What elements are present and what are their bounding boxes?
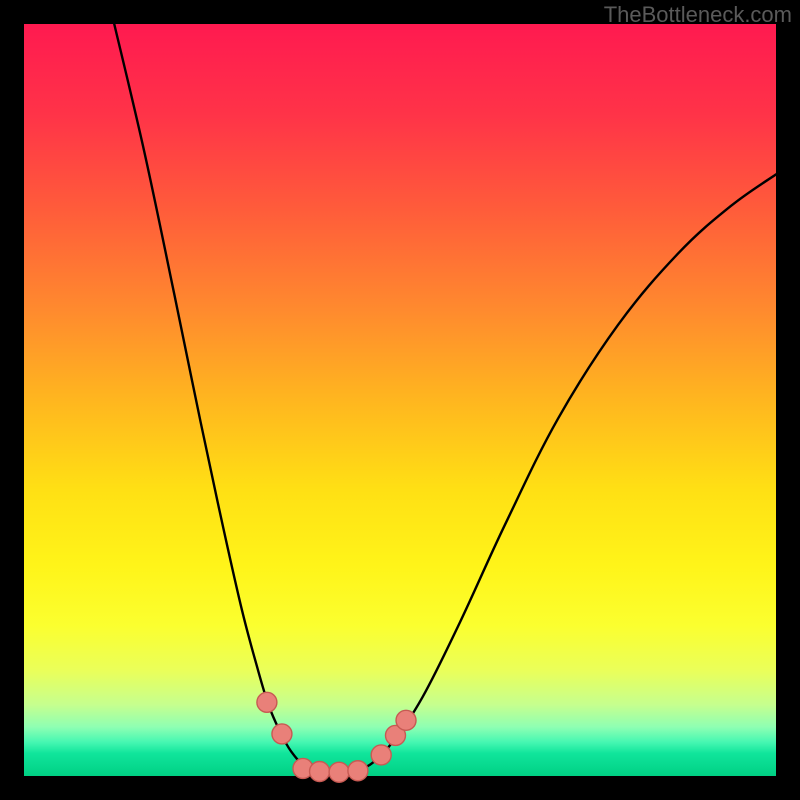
- chart-stage: TheBottleneck.com: [0, 0, 800, 800]
- bottleneck-plot: [0, 0, 800, 800]
- data-marker: [348, 761, 368, 781]
- gradient-background: [24, 24, 776, 776]
- watermark-text: TheBottleneck.com: [604, 2, 792, 28]
- data-marker: [310, 761, 330, 781]
- data-marker: [272, 724, 292, 744]
- data-marker: [329, 762, 349, 782]
- data-marker: [396, 710, 416, 730]
- data-marker: [257, 692, 277, 712]
- data-marker: [371, 745, 391, 765]
